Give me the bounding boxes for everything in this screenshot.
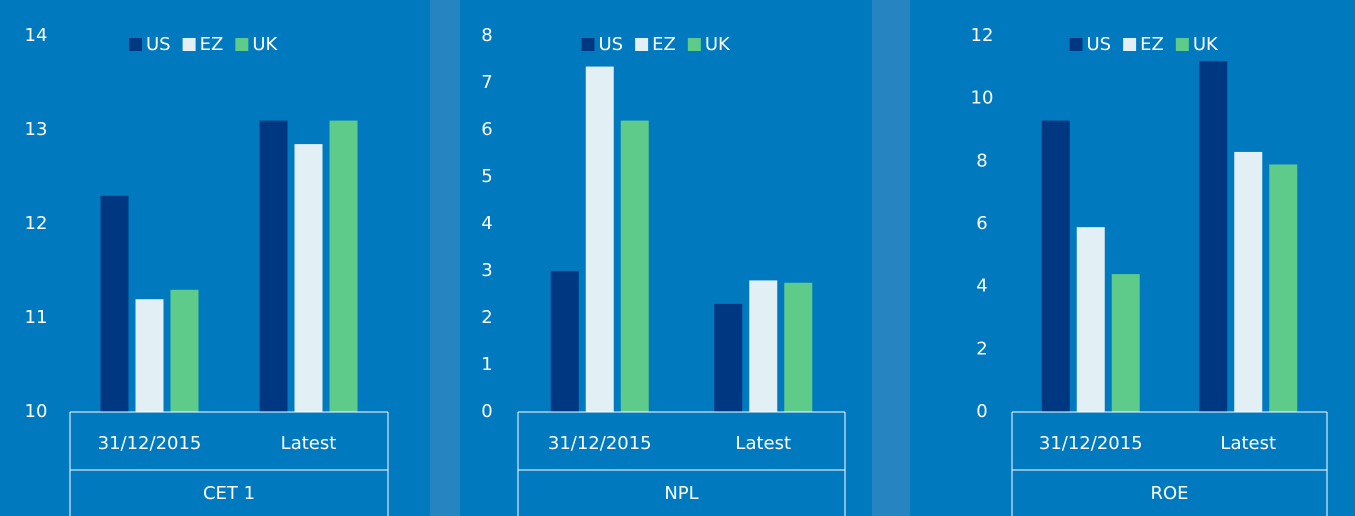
legend-label: EZ	[652, 34, 676, 55]
legend-swatch	[129, 38, 142, 51]
legend-swatch	[635, 38, 649, 51]
y-tick-label: 0	[481, 401, 492, 422]
x-tick-label: 31/12/2015	[1039, 433, 1143, 454]
bar	[1041, 120, 1070, 412]
legend-label: US	[1087, 34, 1112, 55]
legend-label: EZ	[1140, 34, 1164, 55]
y-tick-label: 6	[481, 119, 492, 140]
legend-swatch	[581, 38, 595, 51]
legend-swatch	[235, 38, 249, 51]
y-tick-label: 10	[25, 401, 48, 422]
x-tick-label: Latest	[735, 433, 791, 454]
y-tick-label: 2	[976, 338, 987, 359]
y-tick-label: 14	[25, 25, 48, 46]
chart-title: ROE	[1150, 483, 1188, 504]
legend-swatch	[1175, 38, 1189, 51]
bar	[714, 303, 743, 412]
panel	[460, 0, 872, 516]
y-tick-label: 10	[971, 88, 994, 109]
bar	[100, 195, 129, 412]
y-tick-label: 6	[976, 213, 987, 234]
category-axis	[517, 411, 846, 516]
legend-label: US	[146, 34, 171, 55]
x-tick-label: Latest	[1220, 433, 1276, 454]
legend-label: US	[599, 34, 624, 55]
chart-title: CET 1	[203, 483, 255, 504]
y-tick-label: 4	[976, 276, 987, 297]
legend-swatch	[182, 38, 196, 51]
bar	[259, 120, 288, 412]
legend-label: EZ	[200, 34, 224, 55]
y-tick-label: 5	[481, 166, 492, 187]
legend-label: UK	[1193, 34, 1219, 55]
x-tick-label: Latest	[281, 433, 337, 454]
y-tick-label: 12	[25, 213, 48, 234]
chart-title: NPL	[664, 483, 698, 504]
x-tick-label: 31/12/2015	[98, 433, 202, 454]
bar	[749, 280, 778, 412]
bar	[550, 271, 579, 412]
bar	[1111, 274, 1140, 412]
y-tick-label: 2	[481, 307, 492, 328]
y-tick-label: 11	[25, 307, 48, 328]
bar	[135, 299, 164, 412]
bar	[585, 66, 614, 413]
y-tick-label: 8	[481, 25, 492, 46]
legend-label: UK	[705, 34, 731, 55]
bar	[170, 289, 199, 412]
y-tick-label: 3	[481, 260, 492, 281]
y-tick-label: 0	[976, 401, 987, 422]
panel	[0, 0, 430, 516]
category-axis	[1011, 411, 1328, 516]
y-tick-label: 12	[971, 25, 994, 46]
bar	[620, 120, 649, 412]
legend-swatch	[1069, 38, 1083, 51]
y-tick-label: 13	[25, 119, 48, 140]
bar	[294, 144, 323, 412]
bar	[1234, 151, 1263, 412]
legend-swatch	[1123, 38, 1137, 51]
legend-swatch	[687, 38, 701, 51]
bar	[784, 282, 813, 412]
y-tick-label: 1	[481, 354, 492, 375]
y-tick-label: 7	[481, 72, 492, 93]
bar	[1199, 61, 1228, 413]
bar	[329, 120, 358, 412]
y-tick-label: 8	[976, 150, 987, 171]
legend-label: UK	[252, 34, 278, 55]
x-tick-label: 31/12/2015	[548, 433, 652, 454]
category-axis	[69, 411, 389, 516]
y-tick-label: 4	[481, 213, 492, 234]
bar	[1269, 164, 1298, 412]
bar	[1076, 227, 1105, 412]
